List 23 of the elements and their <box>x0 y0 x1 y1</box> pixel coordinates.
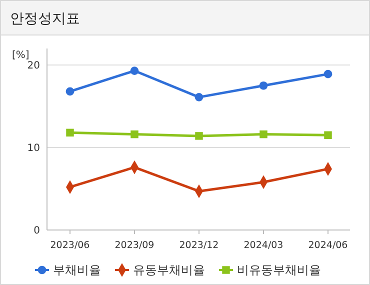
point <box>130 66 139 75</box>
point <box>195 132 203 140</box>
y-tick-label: 20 <box>27 60 40 72</box>
legend-label: 부채비율 <box>53 263 101 278</box>
point <box>259 81 268 90</box>
y-tick-label: 0 <box>34 226 40 236</box>
point <box>130 130 138 138</box>
x-tick-label: 2024/03 <box>244 240 284 251</box>
chart-title: 안정성지표 <box>10 11 80 27</box>
point <box>260 130 268 138</box>
x-tick-label: 2023/12 <box>179 240 219 251</box>
x-tick-label: 2023/09 <box>114 240 154 251</box>
point <box>66 128 74 137</box>
point <box>324 131 332 139</box>
x-tick-label: 2023/06 <box>50 240 90 251</box>
y-axis-title: [%] <box>12 50 30 61</box>
legend-label: 유동부채비율 <box>133 263 205 278</box>
point <box>66 87 74 96</box>
legend-label: 비유동부채비율 <box>237 263 321 278</box>
point <box>324 70 332 78</box>
y-tick-label: 10 <box>27 143 40 154</box>
point <box>194 93 204 102</box>
x-tick-label: 2024/06 <box>308 240 348 251</box>
